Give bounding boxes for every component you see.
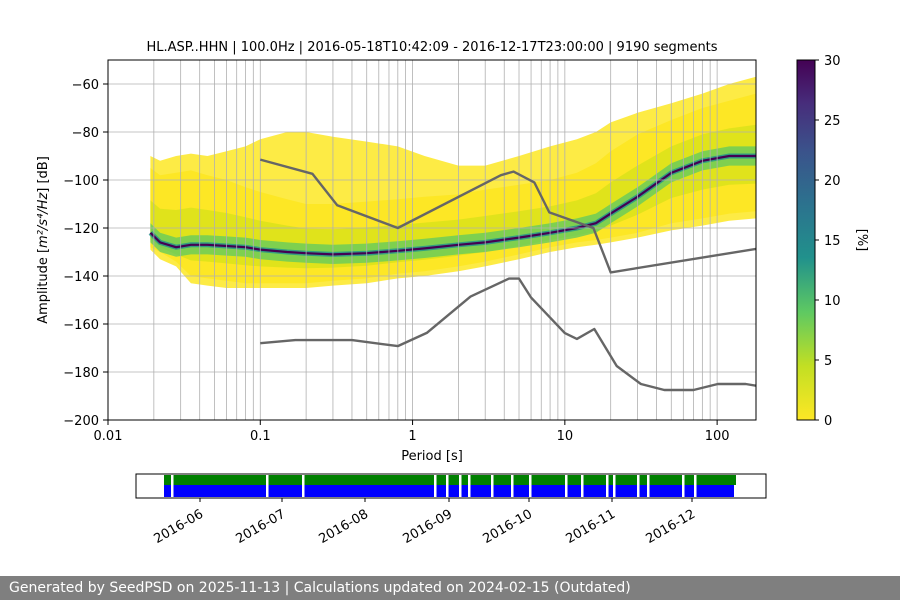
timeline-gap bbox=[529, 475, 532, 497]
y-tick-label: −160 bbox=[63, 318, 99, 333]
timeline-gap bbox=[491, 475, 494, 497]
timeline-gap bbox=[171, 475, 174, 497]
timeline-gap bbox=[511, 475, 514, 497]
colorbar-tick-label: 30 bbox=[824, 54, 841, 69]
timeline-tick-label: 2016-08 bbox=[316, 507, 371, 547]
timeline-gap bbox=[613, 475, 616, 497]
colorbar: 0 5 10 15 20 25 30 [%] bbox=[796, 54, 869, 429]
timeline-tick-label: 2016-07 bbox=[233, 507, 288, 547]
timeline-gap bbox=[459, 475, 462, 497]
footer-status: Generated by SeedPSD on 2025-11-13 | Cal… bbox=[0, 576, 900, 600]
timeline-gap bbox=[606, 475, 609, 497]
y-tick-label: −140 bbox=[63, 270, 99, 285]
timeline-gap bbox=[565, 475, 568, 497]
psd-core-band bbox=[150, 146, 756, 264]
timeline-gap bbox=[637, 475, 640, 497]
y-tick-label: −120 bbox=[63, 222, 99, 237]
psd-mode-line bbox=[149, 154, 756, 256]
timeline-frame bbox=[135, 473, 767, 499]
timeline-data-bar bbox=[164, 475, 736, 485]
chart-title: HL.ASP..HHN | 100.0Hz | 2016-05-18T10:42… bbox=[146, 40, 717, 55]
colorbar-label: [%] bbox=[854, 229, 869, 252]
x-axis-label: Period [s] bbox=[401, 449, 463, 464]
timeline-psd-bar bbox=[164, 485, 734, 497]
colorbar-gradient bbox=[796, 59, 816, 421]
y-tick-label: −100 bbox=[63, 174, 99, 189]
plot-area: 0.01 0.1 1 10 100 −200 −180 −160 −140 −120 −100 −8… bbox=[63, 59, 757, 444]
colorbar-tick-label: 10 bbox=[824, 294, 841, 309]
nlnm-curve bbox=[260, 277, 756, 392]
timeline-gap bbox=[647, 475, 650, 497]
y-tick-label: −80 bbox=[72, 126, 99, 141]
timeline-tick-label: 2016-09 bbox=[400, 507, 455, 547]
timeline-gap bbox=[682, 475, 685, 497]
y-axis-label: Amplitude [m²/s⁴/Hz] [dB] bbox=[36, 156, 51, 324]
colorbar-tick-label: 5 bbox=[824, 354, 832, 369]
psd-figure: HL.ASP..HHN | 100.0Hz | 2016-05-18T10:42… bbox=[36, 40, 869, 547]
timeline-tick-label: 2016-11 bbox=[563, 507, 618, 547]
x-tick-label: 0.01 bbox=[94, 429, 123, 444]
y-axis-label-main: Amplitude [ bbox=[36, 248, 51, 324]
timeline-gap bbox=[266, 475, 269, 497]
timeline-gap bbox=[694, 475, 697, 497]
x-tick-label: 0.1 bbox=[250, 429, 271, 444]
colorbar-tick-label: 15 bbox=[824, 234, 841, 249]
timeline-tick-label: 2016-10 bbox=[480, 507, 535, 547]
colorbar-tick-label: 20 bbox=[824, 174, 841, 189]
plot-frame bbox=[107, 59, 757, 421]
timeline-gap bbox=[468, 475, 471, 497]
y-tick-label: −60 bbox=[72, 78, 99, 93]
x-tick-label: 10 bbox=[557, 429, 574, 444]
timeline-gap bbox=[446, 475, 449, 497]
x-tick-label: 1 bbox=[408, 429, 416, 444]
nhnm-curve bbox=[259, 158, 756, 274]
colorbar-tick-label: 25 bbox=[824, 114, 841, 129]
timeline-tick-label: 2016-06 bbox=[151, 507, 206, 547]
psd-inner-band bbox=[150, 124, 756, 269]
data-availability-timeline: 2016-06 2016-07 2016-08 2016-09 2016-10 2016-… bbox=[135, 473, 767, 547]
timeline-gap bbox=[581, 475, 584, 497]
y-axis-label-end: ] [dB] bbox=[36, 156, 51, 193]
timeline-gap bbox=[302, 475, 305, 497]
timeline-gap bbox=[434, 475, 437, 497]
y-axis-label-units: m²/s⁴/Hz bbox=[36, 192, 51, 248]
colorbar-tick-label: 0 bbox=[824, 414, 832, 429]
x-tick-label: 100 bbox=[705, 429, 730, 444]
timeline-tick-label: 2016-12 bbox=[643, 507, 698, 547]
y-tick-label: −200 bbox=[63, 414, 99, 429]
y-tick-label: −180 bbox=[63, 366, 99, 381]
